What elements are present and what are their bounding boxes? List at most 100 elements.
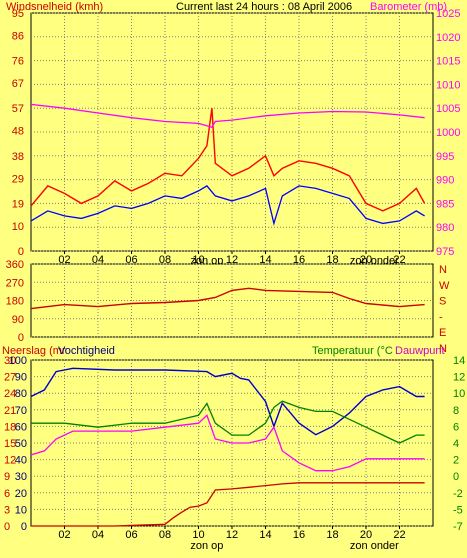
hour-tick-label: 04	[92, 254, 104, 266]
hour-tick-label: 08	[159, 529, 171, 541]
temperature-ticks: -7 -5 -2 0 2 4 6 8 10 12 14	[453, 355, 465, 533]
humidity-tick: 50	[15, 438, 27, 450]
rain-ticks: 0 3 6 9 12 15 18 21 24 27 30	[4, 355, 16, 533]
humidity-tick: 80	[15, 388, 27, 400]
temperature-tick: -2	[453, 488, 463, 500]
hour-tick-label: 10	[192, 529, 204, 541]
hour-tick-label: 12	[226, 254, 238, 266]
wind-speed-tick: 10	[12, 221, 24, 233]
barometer-tick: 1010	[436, 79, 460, 91]
humidity-tick: 0	[21, 521, 27, 533]
hour-tick-label: 20	[360, 529, 372, 541]
hour-tick-label: 10	[192, 254, 204, 266]
series-line-dauwpunt	[30, 414, 425, 472]
temperature-tick: 10	[453, 388, 465, 400]
direction-degree-tick: 360	[6, 259, 24, 271]
barometer-tick: 995	[436, 151, 454, 163]
hour-tick-label: 16	[293, 529, 305, 541]
humidity-tick: 20	[15, 488, 27, 500]
wind-speed-tick: 0	[18, 246, 24, 258]
humidity-axis-label: Vochtigheid	[58, 345, 115, 357]
direction-compass-tick: E	[439, 327, 446, 339]
series-line-barometer	[30, 103, 425, 128]
rain-tick: 30	[4, 355, 16, 367]
direction-series	[30, 287, 425, 310]
barometer-tick: 1000	[436, 127, 460, 139]
temperature-tick: -7	[453, 521, 463, 533]
barometer-tick: 1020	[436, 32, 460, 44]
barometer-tick: 1025	[436, 8, 460, 20]
temperature-tick: 12	[453, 372, 465, 384]
barometer-tick: 1005	[436, 103, 460, 115]
wind-hour-ticks: 02 04 06 08 10 12 14 16 18 20 22	[58, 251, 406, 266]
wind-speed-tick: 95	[12, 8, 24, 20]
direction-compass-tick: S	[439, 296, 446, 308]
weather-panel: Neerslag (mr Vochtigheid Temperatuur (°C…	[2, 345, 465, 552]
hour-tick-label: 14	[259, 529, 271, 541]
wind-speed-tick: 67	[12, 78, 24, 90]
humidity-tick: 100	[9, 355, 27, 367]
hour-tick-label: 22	[393, 254, 405, 266]
rain-tick: 21	[4, 405, 16, 417]
weather-series	[30, 367, 425, 527]
barometer-tick: 980	[436, 222, 454, 234]
humidity-tick: 60	[15, 421, 27, 433]
hour-tick-label: 14	[259, 254, 271, 266]
humidity-tick: 70	[15, 405, 27, 417]
wind-speed-tick: 29	[12, 173, 24, 185]
temperature-tick: -5	[453, 504, 463, 516]
rain-tick: 6	[4, 488, 10, 500]
series-line-windsnelheid	[30, 185, 425, 226]
hour-tick-label: 06	[125, 254, 137, 266]
wind-speed-tick: 19	[12, 198, 24, 210]
direction-degree-tick: 90	[12, 314, 24, 326]
direction-compass-tick: N	[439, 343, 447, 355]
barometer-ticks: 975 980 985 990 995 1000 1005 1010 1015 1020 1025	[436, 8, 460, 258]
wind-speed-ticks: 0 10 19 29 38 48 57 67 76 86 95	[12, 8, 24, 258]
barometer-tick: 1015	[436, 56, 460, 68]
hour-tick-label: 16	[293, 254, 305, 266]
rain-tick: 27	[4, 372, 16, 384]
direction-compass-ticks: NWS-EN	[439, 264, 450, 355]
temperature-axis-label: Temperatuur (°C	[312, 345, 393, 357]
hour-tick-label: 18	[326, 529, 338, 541]
temperature-tick: 4	[453, 438, 459, 450]
temperature-tick: 6	[453, 421, 459, 433]
wind-speed-tick: 76	[12, 56, 24, 68]
barometer-tick: 975	[436, 246, 454, 258]
wind-panel: Windsnelheid (kmh) Current last 24 hours…	[6, 1, 460, 267]
wind-speed-tick: 57	[12, 103, 24, 115]
hour-tick-label: 04	[92, 529, 104, 541]
dewpoint-axis-label: Dauwpunt	[395, 345, 445, 357]
wind-speed-tick: 38	[12, 151, 24, 163]
direction-degree-tick: 270	[6, 277, 24, 289]
temperature-tick: 0	[453, 471, 459, 483]
humidity-tick: 40	[15, 455, 27, 467]
wind-grid	[31, 12, 433, 252]
wind-speed-tick: 86	[12, 31, 24, 43]
humidity-tick: 30	[15, 471, 27, 483]
wind-speed-tick: 48	[12, 126, 24, 138]
direction-degree-ticks: 0 90 180 270 360	[6, 259, 24, 344]
chart-title: Current last 24 hours : 08 April 2006	[176, 1, 352, 13]
wind-series	[30, 103, 426, 226]
hour-tick-label: 22	[393, 529, 405, 541]
hour-tick-label: 18	[326, 254, 338, 266]
direction-degree-tick: 180	[6, 296, 24, 308]
rain-tick: 12	[4, 455, 16, 467]
direction-compass-tick: N	[439, 264, 447, 276]
series-line-neerslag	[31, 482, 425, 527]
rain-tick: 3	[4, 504, 10, 516]
direction-compass-tick: -	[439, 311, 443, 323]
hour-tick-label: 06	[125, 529, 137, 541]
rain-axis-label: Neerslag (mr	[2, 345, 66, 357]
temperature-tick: 2	[453, 455, 459, 467]
weather-hour-ticks: 02 04 06 08 10 12 14 16 18 20 22	[58, 526, 406, 541]
direction-degree-tick: 0	[18, 332, 24, 344]
humidity-tick: 90	[15, 372, 27, 384]
direction-compass-tick: W	[439, 280, 450, 292]
series-line-temperatuur	[31, 400, 425, 444]
hour-tick-label: 02	[58, 529, 70, 541]
